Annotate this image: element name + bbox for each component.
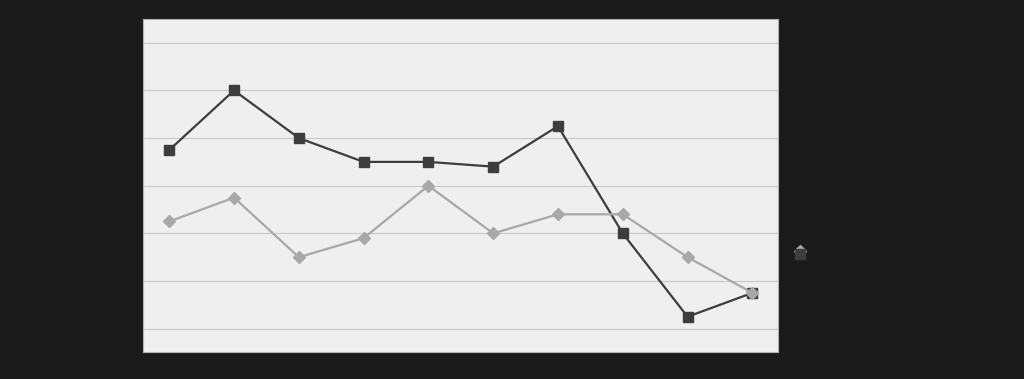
- Legend: , : ,: [798, 250, 802, 255]
